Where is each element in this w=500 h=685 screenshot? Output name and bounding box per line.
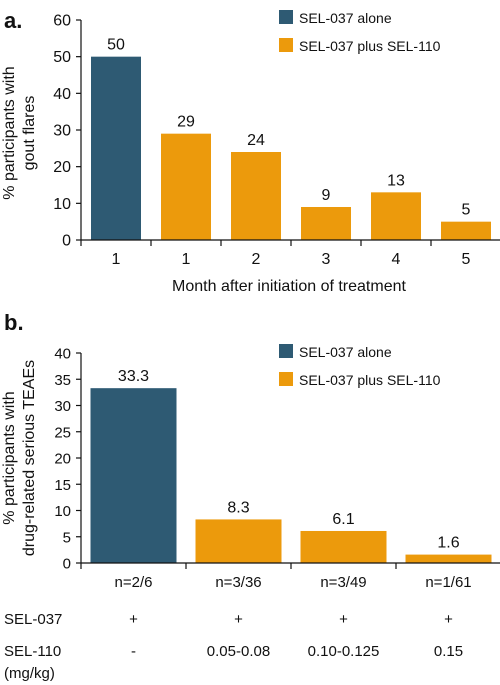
x-tick-label: n=1/61 xyxy=(425,574,471,591)
panel-b: b. % participants with drug-related seri… xyxy=(1,310,500,682)
dose-cell: 0.10-0.125 xyxy=(308,643,380,660)
bar xyxy=(195,519,282,563)
y-tick-label: 30 xyxy=(53,123,71,140)
panel-a-legend: SEL-037 alone SEL-037 plus SEL-110 xyxy=(279,10,441,54)
data-label: 9 xyxy=(322,187,331,204)
y-tick-label: 30 xyxy=(54,398,71,415)
dose-cell: - xyxy=(131,643,136,660)
panel-b-ylabel-line1: % participants with xyxy=(1,391,18,524)
dose-cell: + xyxy=(444,611,453,628)
dose-row-label-sel110: SEL-110 xyxy=(4,643,61,660)
x-tick-label: 2 xyxy=(252,251,261,268)
legend-label-plus: SEL-037 plus SEL-110 xyxy=(299,372,441,388)
bar xyxy=(161,133,211,240)
panel-b-x-ticks: n=2/6 n=3/36 n=3/49 n=1/61 xyxy=(80,563,472,591)
data-label: 6.1 xyxy=(332,511,354,528)
dose-cell: + xyxy=(129,611,138,628)
panel-a-ylabel-line2: gout flares xyxy=(21,96,38,171)
y-tick-label: 40 xyxy=(54,346,71,363)
data-label: 13 xyxy=(387,172,405,189)
legend-label-plus: SEL-037 plus SEL-110 xyxy=(299,38,441,54)
panel-a-xlabel: Month after initiation of treatment xyxy=(172,278,406,295)
data-label: 24 xyxy=(247,132,265,149)
y-tick-label: 15 xyxy=(54,477,71,494)
x-tick-label: 1 xyxy=(112,251,121,268)
bar xyxy=(91,56,141,240)
y-tick-label: 60 xyxy=(53,13,71,30)
data-label: 8.3 xyxy=(227,499,249,516)
data-label: 33.3 xyxy=(118,368,149,385)
dose-row-sublabel-unit: (mg/kg) xyxy=(4,665,55,682)
bar xyxy=(371,192,421,240)
data-label: 1.6 xyxy=(437,535,459,552)
dose-cell: + xyxy=(234,611,243,628)
x-tick-label: 4 xyxy=(392,251,401,268)
legend-swatch-alone xyxy=(279,10,293,24)
dose-cell: 0.05-0.08 xyxy=(207,643,270,660)
panel-b-bars: 33.3 8.3 6.1 1.6 xyxy=(90,368,492,563)
legend-label-alone: SEL-037 alone xyxy=(299,10,392,26)
x-tick-label: 1 xyxy=(182,251,191,268)
y-tick-label: 50 xyxy=(53,49,71,66)
x-tick-label: 3 xyxy=(322,251,331,268)
bar xyxy=(301,207,351,240)
legend-swatch-alone xyxy=(279,344,293,358)
legend-label-alone: SEL-037 alone xyxy=(299,344,392,360)
data-label: 29 xyxy=(177,114,195,131)
y-tick-label: 10 xyxy=(54,503,71,520)
bar xyxy=(405,554,492,563)
panel-a-y-ticks: 0 10 20 30 40 50 60 xyxy=(53,13,81,250)
x-tick-label: n=3/36 xyxy=(215,574,261,591)
y-tick-label: 20 xyxy=(53,159,71,176)
y-tick-label: 35 xyxy=(54,372,71,389)
y-tick-label: 10 xyxy=(53,196,71,213)
dose-row-label-sel037: SEL-037 xyxy=(4,611,62,628)
y-tick-label: 5 xyxy=(63,529,71,546)
panel-b-y-ticks: 0 5 10 15 20 25 30 35 40 xyxy=(54,346,81,573)
panel-a: a. % participants with gout flares 01020… xyxy=(1,8,500,295)
panel-b-ylabel-line2: drug-related serious TEAEs xyxy=(21,360,38,556)
data-label: 5 xyxy=(462,202,471,219)
panel-a-x-ticks: 1 1 2 3 4 5 xyxy=(80,240,471,268)
panel-a-label: a. xyxy=(4,8,22,33)
x-tick-label: n=3/49 xyxy=(320,574,366,591)
panel-a-bars: 50 29 24 9 13 5 xyxy=(91,37,491,240)
bar xyxy=(300,530,387,563)
panel-a-ylabel-line1: % participants with xyxy=(1,66,18,199)
y-tick-label: 0 xyxy=(62,233,71,250)
bar xyxy=(90,388,177,563)
bar xyxy=(231,152,281,240)
y-tick-label: 20 xyxy=(54,451,71,468)
dose-cell: 0.15 xyxy=(434,643,463,660)
panel-b-legend: SEL-037 alone SEL-037 plus SEL-110 xyxy=(279,344,441,388)
legend-swatch-plus xyxy=(279,372,293,386)
bar xyxy=(441,221,491,240)
x-tick-label: 5 xyxy=(462,251,471,268)
dose-table: SEL-037 SEL-110 (mg/kg) + + + + - 0.05-0.08 0.… xyxy=(4,611,463,682)
y-tick-label: 25 xyxy=(54,424,71,441)
data-label: 50 xyxy=(107,37,125,54)
dose-cell: + xyxy=(339,611,348,628)
legend-swatch-plus xyxy=(279,38,293,52)
y-tick-label: 0 xyxy=(63,556,71,573)
x-tick-label: n=2/6 xyxy=(115,574,153,591)
y-tick-label: 40 xyxy=(53,86,71,103)
panel-b-label: b. xyxy=(4,310,24,335)
